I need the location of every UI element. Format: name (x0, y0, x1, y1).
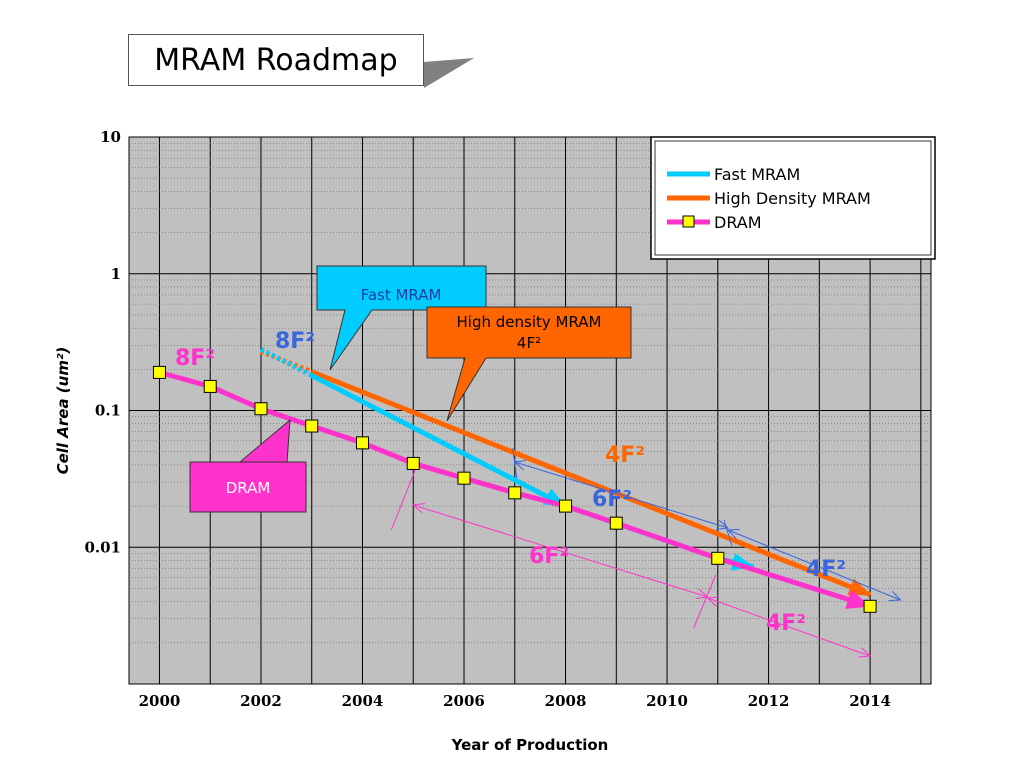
x-tick-label: 2000 (139, 692, 181, 710)
callout-fast-mram-label: Fast MRAM (361, 286, 442, 304)
callout-high-density-line2: 4F² (517, 334, 541, 352)
dimension-tick (390, 469, 416, 531)
annotation-fast-8f2: 8F² (275, 329, 315, 354)
dram-point (203, 379, 217, 393)
x-tick-label: 2006 (443, 692, 485, 710)
legend: Fast MRAM High Density MRAM DRAM (650, 136, 936, 260)
callout-high-density-line1: High density MRAM (457, 313, 602, 331)
x-tick-label: 2008 (545, 692, 587, 710)
dram-point (863, 599, 877, 613)
x-tick-label: 2014 (849, 692, 891, 710)
dram-point (609, 516, 623, 530)
dram-point (355, 436, 369, 450)
dram-point (305, 419, 319, 433)
x-axis-label: Year of Production (451, 736, 609, 754)
x-tick-label: 2004 (342, 692, 384, 710)
legend-item-fast-mram: Fast MRAM (714, 165, 800, 184)
legend-item-dram: DRAM (714, 213, 762, 232)
dimension-tick (512, 447, 518, 479)
callout-high-density-mram: High density MRAM 4F² (426, 306, 632, 422)
legend-marker-dram (682, 215, 695, 228)
annotation-fast-4f2: 4F² (806, 557, 846, 582)
y-tick-label: 0.1 (95, 402, 121, 420)
dimension-dram-4f2 (708, 598, 870, 656)
dimension-dram-6f2 (413, 505, 707, 597)
callout-dram-label: DRAM (226, 479, 271, 497)
title-shadow (424, 58, 474, 88)
callout-dram: DRAM (189, 418, 307, 513)
y-axis-label: Cell Area (um²) (54, 347, 72, 475)
dram-point (457, 471, 471, 485)
annotation-dram-8f2: 8F² (175, 346, 215, 371)
page-title: MRAM Roadmap (128, 34, 424, 86)
dram-point (254, 402, 268, 416)
annotation-fast-6f2: 6F² (592, 487, 632, 512)
x-tick-label: 2012 (748, 692, 790, 710)
callout-fast-mram: Fast MRAM (316, 265, 487, 371)
dram-point (508, 486, 522, 500)
dram-point (152, 365, 166, 379)
annotation-dram-4f2: 4F² (766, 611, 806, 636)
dram-point (711, 551, 725, 565)
dimension-arrows (390, 447, 901, 656)
x-tick-label: 2010 (646, 692, 688, 710)
y-tick-label: 10 (100, 128, 121, 146)
annotation-hd-4f2: 4F² (605, 443, 645, 468)
legend-item-high-density-mram: High Density MRAM (714, 189, 871, 208)
dimension-tick (723, 519, 733, 547)
x-tick-label: 2002 (240, 692, 282, 710)
y-tick-label: 0.01 (84, 538, 121, 556)
y-tick-label: 1 (111, 265, 121, 283)
dram-point (559, 499, 573, 513)
dimension-fast-4f2 (728, 530, 901, 600)
dram-point (406, 456, 420, 470)
annotation-dram-6f2: 6F² (529, 544, 569, 569)
dimension-tick (693, 574, 717, 629)
tick-labels: 0.01 0.1 1 10 2000 2002 2004 2006 2008 2010 2012 20… (84, 128, 891, 710)
